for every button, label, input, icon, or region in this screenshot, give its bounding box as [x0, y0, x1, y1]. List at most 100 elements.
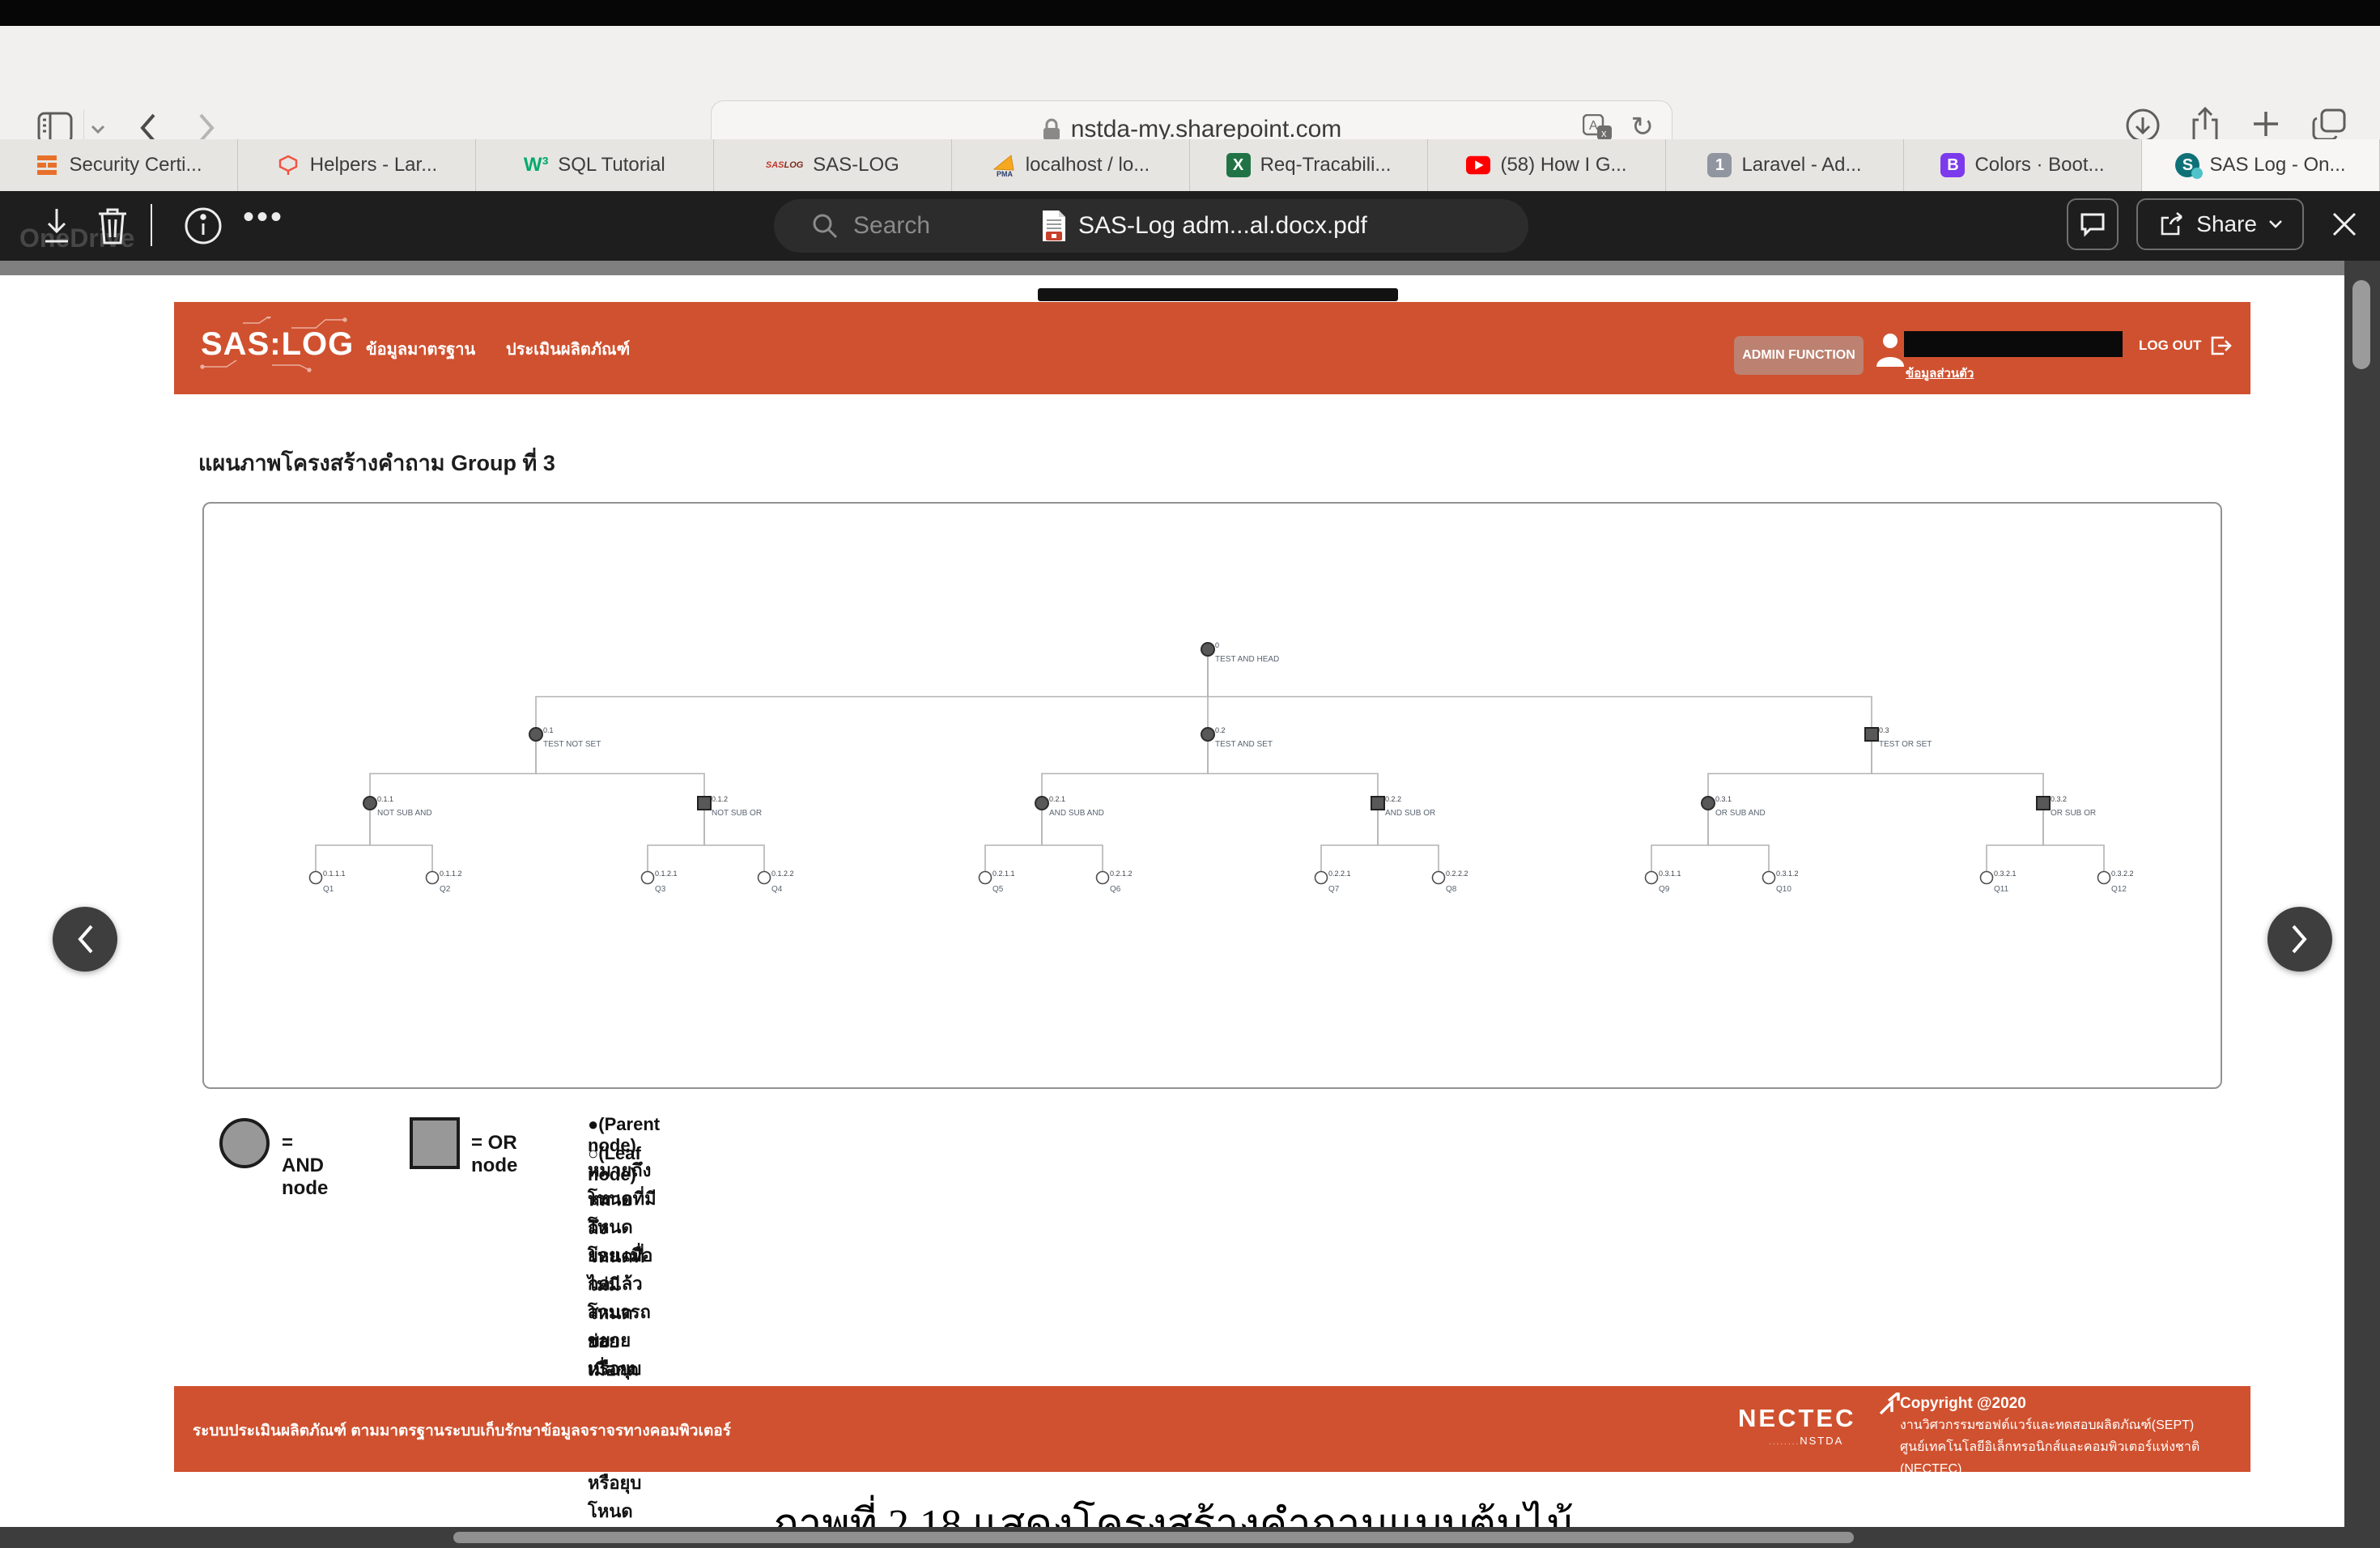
tree-node-0.3[interactable]: [1864, 727, 1879, 742]
saslog-header: SAS:LOG ข้อมูลมาตรฐาน ประเมินผลิตภัณฑ์ A…: [174, 302, 2250, 394]
tree-node-id: 0.2.1: [1049, 795, 1065, 803]
lock-icon: [1042, 117, 1061, 142]
more-options-icon[interactable]: •••: [243, 199, 285, 235]
tree-node-id: 0.3.1.2: [1776, 870, 1799, 878]
tree-edge: [984, 803, 1043, 878]
scroll-track-top[interactable]: [0, 261, 2344, 275]
nectec-arrow-mark: [1879, 1393, 1900, 1415]
pdf-file-icon: [1041, 209, 1067, 243]
department-line: งานวิศวกรรมซอฟต์แวร์และทดสอบผลิตภัณฑ์(SE…: [1900, 1418, 2195, 1432]
browser-tab-bootstrap-colors[interactable]: B Colors · Boot...: [1904, 139, 2142, 191]
browser-tab-saslog[interactable]: SAS LOG SAS-LOG: [714, 139, 952, 191]
tree-edge: [369, 734, 537, 803]
url-text: nstda-my.sharepoint.com: [1070, 116, 1342, 142]
download-file-icon[interactable]: [39, 206, 74, 246]
logout-button[interactable]: LOG OUT: [2139, 334, 2233, 357]
tree-node-0.3.2[interactable]: [2036, 796, 2051, 810]
sharepoint-icon: S: [2175, 153, 2204, 179]
vertical-scrollbar[interactable]: [2344, 261, 2380, 1548]
tree-node-id: 0.1: [543, 726, 554, 734]
browser-toolbar: nstda-my.sharepoint.com A x ↻: [0, 26, 2380, 159]
browser-tab-youtube[interactable]: (58) How I G...: [1428, 139, 1666, 191]
viewer-title-pill: Search SAS-Log adm...al.docx.pdf: [774, 199, 1528, 253]
tree-node-label: AND SUB OR: [1385, 809, 1435, 818]
info-icon[interactable]: [183, 206, 223, 246]
browser-tab-excel[interactable]: X Req-Tracabili...: [1190, 139, 1428, 191]
tree-node-id: 0.3.2.1: [1994, 870, 2017, 878]
tree-node-label: Q1: [323, 885, 334, 894]
tree-edge: [1707, 803, 1770, 878]
vertical-scrollbar-thumb[interactable]: [2352, 280, 2370, 369]
saslog-logo[interactable]: SAS:LOG: [200, 317, 354, 372]
tree-node-id: 0.3.1.1: [1659, 870, 1681, 878]
tab-label: SAS Log - On...: [2209, 154, 2346, 176]
phpmyadmin-icon: PMA: [992, 153, 1016, 177]
tree-node-0.2.2[interactable]: [1371, 796, 1385, 810]
tree-edge: [1986, 803, 2044, 878]
tree-node-0.1.1[interactable]: [363, 796, 377, 810]
tree-node-id: 0.3.2: [2051, 795, 2067, 803]
tree-node-0[interactable]: [1201, 642, 1215, 657]
browser-tab-laravel-admin[interactable]: 1 Laravel - Ad...: [1666, 139, 1904, 191]
page-title: แผนภาพโครงสร้างคำถาม Group ที่ 3: [198, 451, 555, 475]
close-icon[interactable]: [2330, 210, 2359, 239]
chevron-down-icon[interactable]: [91, 125, 105, 134]
share-button[interactable]: Share: [2136, 198, 2304, 250]
tab-overview-icon[interactable]: [2310, 107, 2348, 146]
translate-icon[interactable]: A x: [1583, 114, 1613, 143]
tree-node-0.1.2.2: [757, 870, 771, 885]
tree-edge: [1377, 803, 1439, 878]
tree-node-label: Q12: [2111, 885, 2127, 894]
tree-node-label: Q10: [1776, 885, 1791, 894]
new-tab-icon[interactable]: [2249, 107, 2283, 146]
next-page-button[interactable]: [2267, 907, 2332, 972]
search-input[interactable]: Search: [811, 199, 930, 253]
tree-node-0.2.2.2: [1431, 870, 1446, 885]
trash-icon[interactable]: [96, 206, 130, 246]
browser-tab-laravel-helpers[interactable]: Helpers - Lar...: [238, 139, 476, 191]
nstda-label: ........NSTDA: [1769, 1435, 1844, 1447]
parent-node-description: ●(Parent node) หมายถึง โหนดที่มีโหนดย่อย…: [588, 1114, 661, 1435]
copyright-line: Copyright @2020: [1900, 1395, 2026, 1412]
nav-item-evaluate[interactable]: ประเมินผลิตภัณฑ์: [506, 341, 631, 359]
reload-icon[interactable]: ↻: [1630, 112, 1655, 142]
tree-node-id: 0.1.2.1: [655, 870, 678, 878]
tree-node-label: TEST NOT SET: [543, 740, 601, 749]
tree-node-0.1.2[interactable]: [697, 796, 712, 810]
comment-button[interactable]: [2067, 198, 2119, 250]
nav-item-standards[interactable]: ข้อมูลมาตรฐาน: [366, 341, 476, 359]
address-bar-content: nstda-my.sharepoint.com: [712, 101, 1672, 158]
tree-node-label: Q3: [655, 885, 666, 894]
tree-node-0.3.2.1: [1979, 870, 1994, 885]
tree-node-0.3.1.2: [1762, 870, 1776, 885]
user-icon: [1874, 331, 1906, 368]
back-button[interactable]: [136, 110, 159, 146]
tree-node-label: Q6: [1110, 885, 1121, 894]
tree-node-id: 0.2.1.1: [992, 870, 1015, 878]
tree-node-0.2[interactable]: [1201, 727, 1215, 742]
tree-node-0.1[interactable]: [529, 727, 543, 742]
profile-link[interactable]: ข้อมูลส่วนตัว: [1906, 367, 1974, 381]
viewer-toolbar: OneDrive ••• Search: [0, 191, 2380, 261]
browser-tab-security[interactable]: Security Certi...: [0, 139, 238, 191]
tree-node-0.2.1[interactable]: [1035, 796, 1049, 810]
admin-function-button[interactable]: ADMIN FUNCTION: [1734, 336, 1864, 375]
center-line: ศูนย์เทคโนโลยีอิเล็กทรอนิกส์และคอมพิวเตอ…: [1900, 1440, 2200, 1476]
tree-node-0.3.1[interactable]: [1701, 796, 1715, 810]
browser-tab-phpmyadmin[interactable]: PMA localhost / lo...: [952, 139, 1190, 191]
tree-node-label: TEST AND SET: [1215, 740, 1273, 749]
horizontal-scrollbar[interactable]: [0, 1527, 2380, 1548]
tree-node-label: Q9: [1659, 885, 1670, 894]
question-tree-panel: 0 TEST AND HEAD 0.1 TEST NOT SET 0.2 TEST AND…: [202, 502, 2222, 1089]
previous-page-button[interactable]: [53, 907, 117, 972]
horizontal-scrollbar-thumb[interactable]: [453, 1532, 1854, 1543]
tree-node-id: 0.1.1.2: [440, 870, 462, 878]
browser-tab-sas-log-onedrive[interactable]: S SAS Log - On...: [2142, 139, 2380, 191]
tree-edge: [1207, 734, 1379, 803]
youtube-icon: [1466, 153, 1491, 177]
browser-tab-sql-tutorial[interactable]: W³ SQL Tutorial: [476, 139, 714, 191]
tree-node-0.1.2.1: [640, 870, 655, 885]
tree-node-id: 0.1.2: [712, 795, 728, 803]
tree-node-id: 0.1.2.2: [771, 870, 794, 878]
forward-button[interactable]: [196, 110, 219, 146]
